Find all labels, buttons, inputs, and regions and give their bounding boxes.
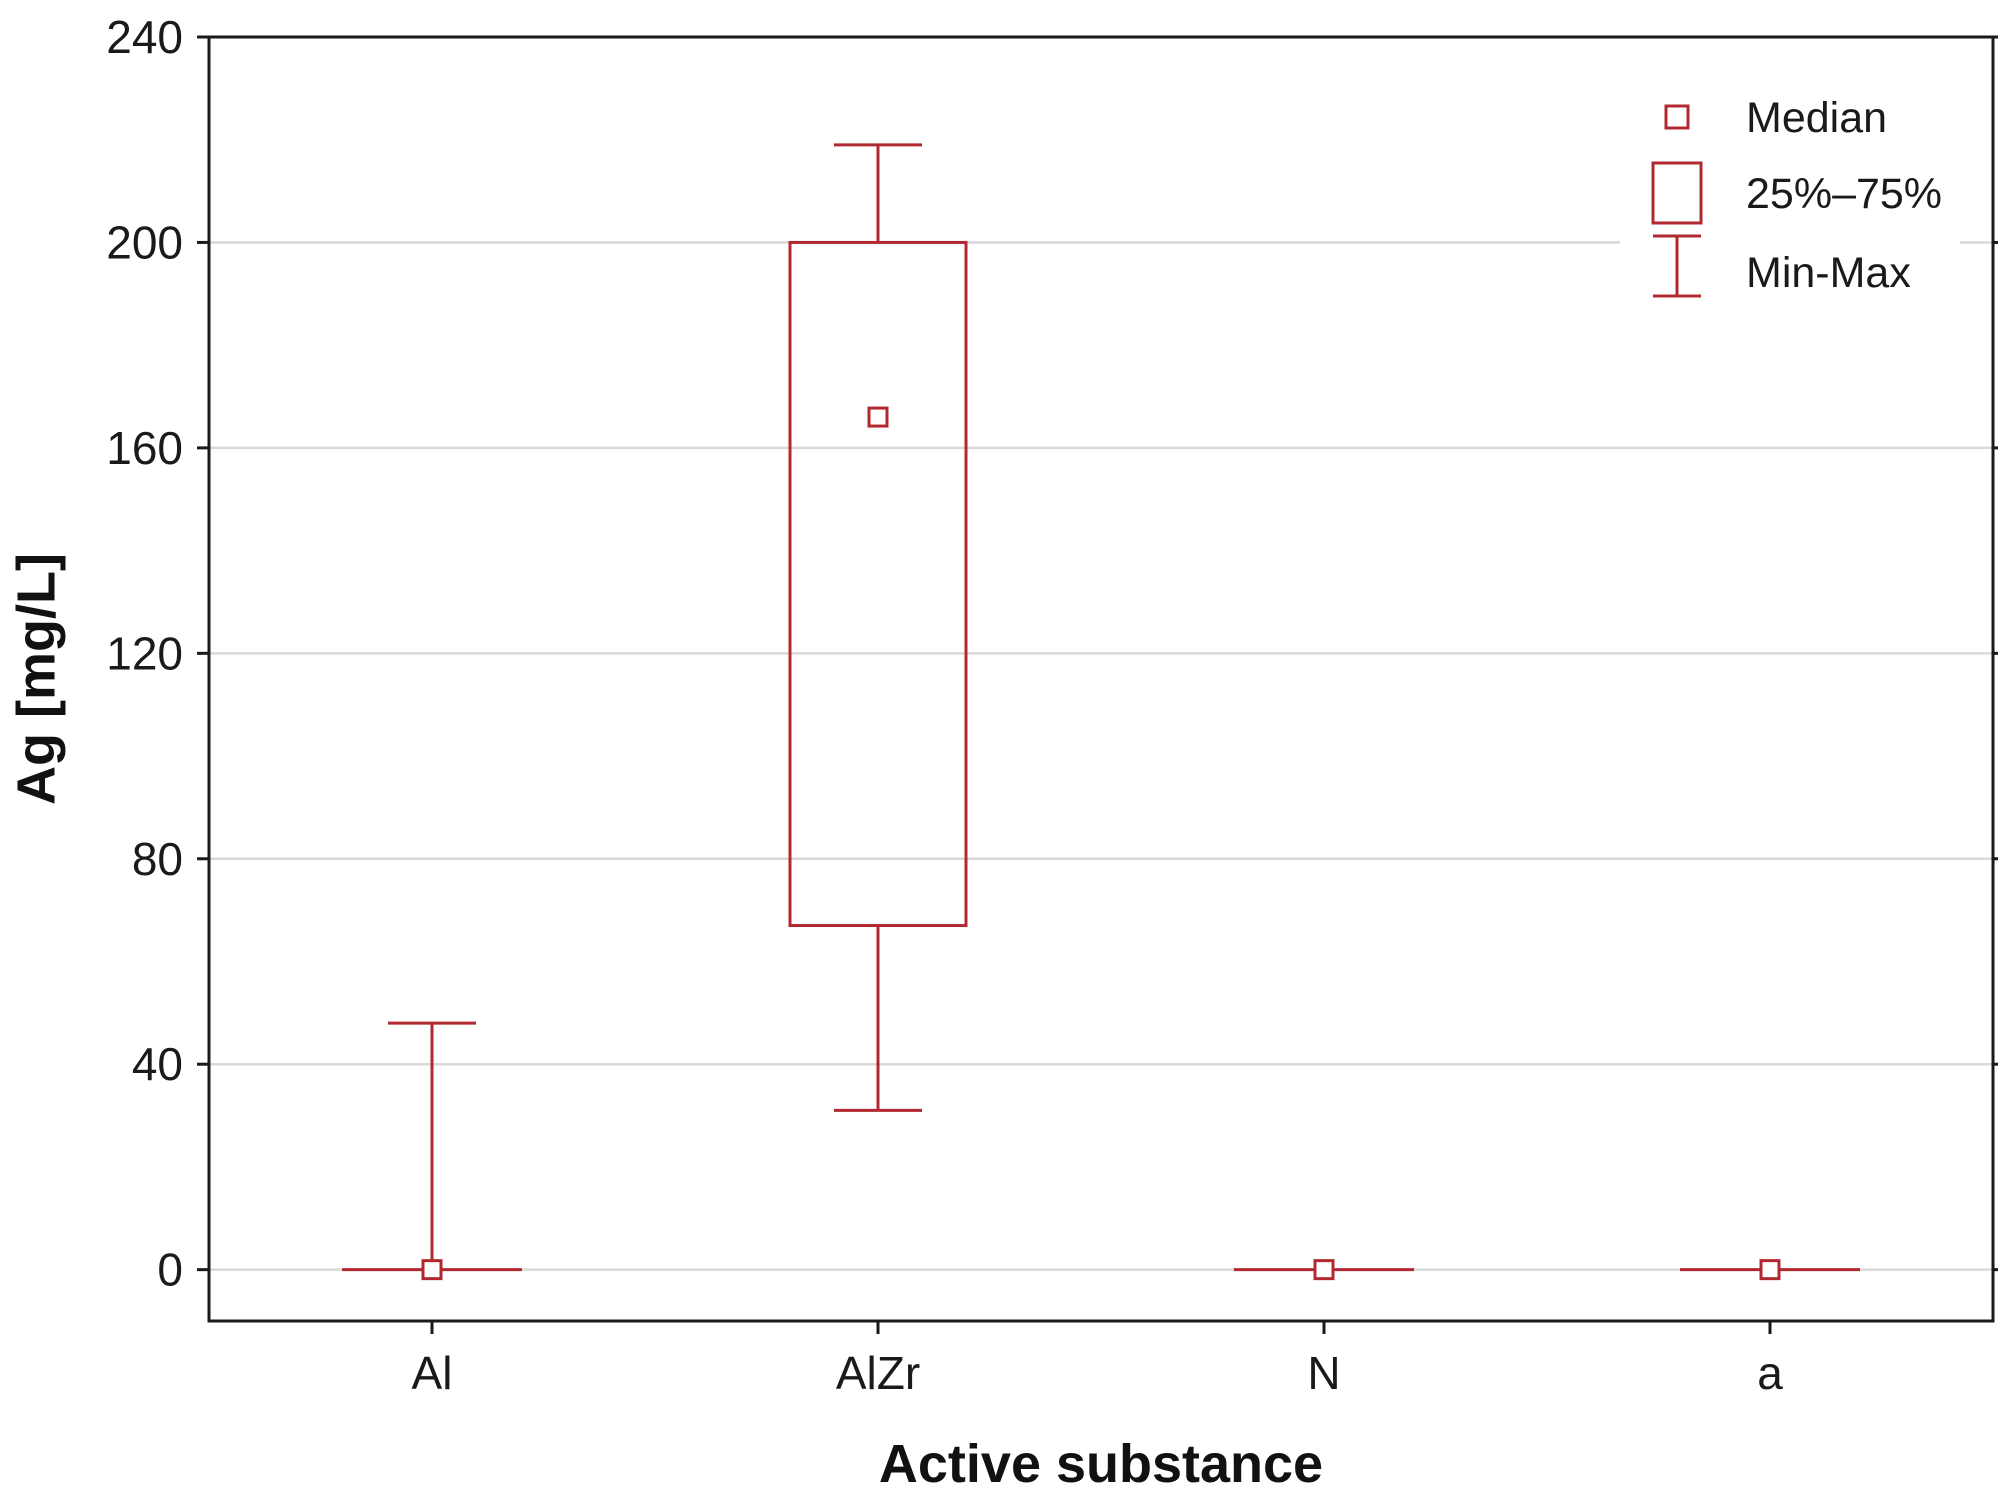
y-tick-label: 160 <box>106 422 183 474</box>
median-marker <box>1759 1259 1781 1281</box>
y-tick-label: 80 <box>132 833 183 885</box>
y-tick-label: 120 <box>106 627 183 679</box>
box-group-al <box>342 1021 522 1281</box>
x-tick-label: Al <box>412 1347 453 1399</box>
legend-label: Median <box>1746 94 1887 142</box>
y-axis-title: Ag [mg/L] <box>6 553 66 805</box>
box-group-n <box>1234 1259 1414 1281</box>
median-marker <box>421 1259 443 1281</box>
y-axis-ticks: 0 40 80 120 160 200 240 <box>106 11 1998 1296</box>
box-group-a <box>1680 1259 1860 1281</box>
y-tick-label: 200 <box>106 216 183 268</box>
plot-area-frame <box>207 35 1995 1323</box>
box-series <box>342 143 1860 1281</box>
x-axis-title: Active substance <box>879 1434 1323 1494</box>
legend-median-symbol <box>1664 104 1690 130</box>
y-tick-label: 240 <box>106 11 183 63</box>
x-tick-label: a <box>1757 1347 1783 1399</box>
x-tick-label: AlZr <box>836 1347 920 1399</box>
gridlines <box>209 241 1993 1271</box>
legend-label: 25%–75% <box>1746 170 1942 218</box>
legend-box-symbol <box>1651 161 1703 225</box>
x-tick-label: N <box>1307 1347 1340 1399</box>
y-tick-label: 40 <box>132 1038 183 1090</box>
y-tick-label: 0 <box>157 1244 183 1296</box>
legend: Median 25%–75% Min-Max <box>1620 90 1960 320</box>
box-group-alzr <box>788 143 968 1112</box>
iqr-box <box>788 240 968 928</box>
median-marker <box>867 406 889 428</box>
legend-label: Min-Max <box>1746 249 1911 297</box>
median-marker <box>1313 1259 1335 1281</box>
